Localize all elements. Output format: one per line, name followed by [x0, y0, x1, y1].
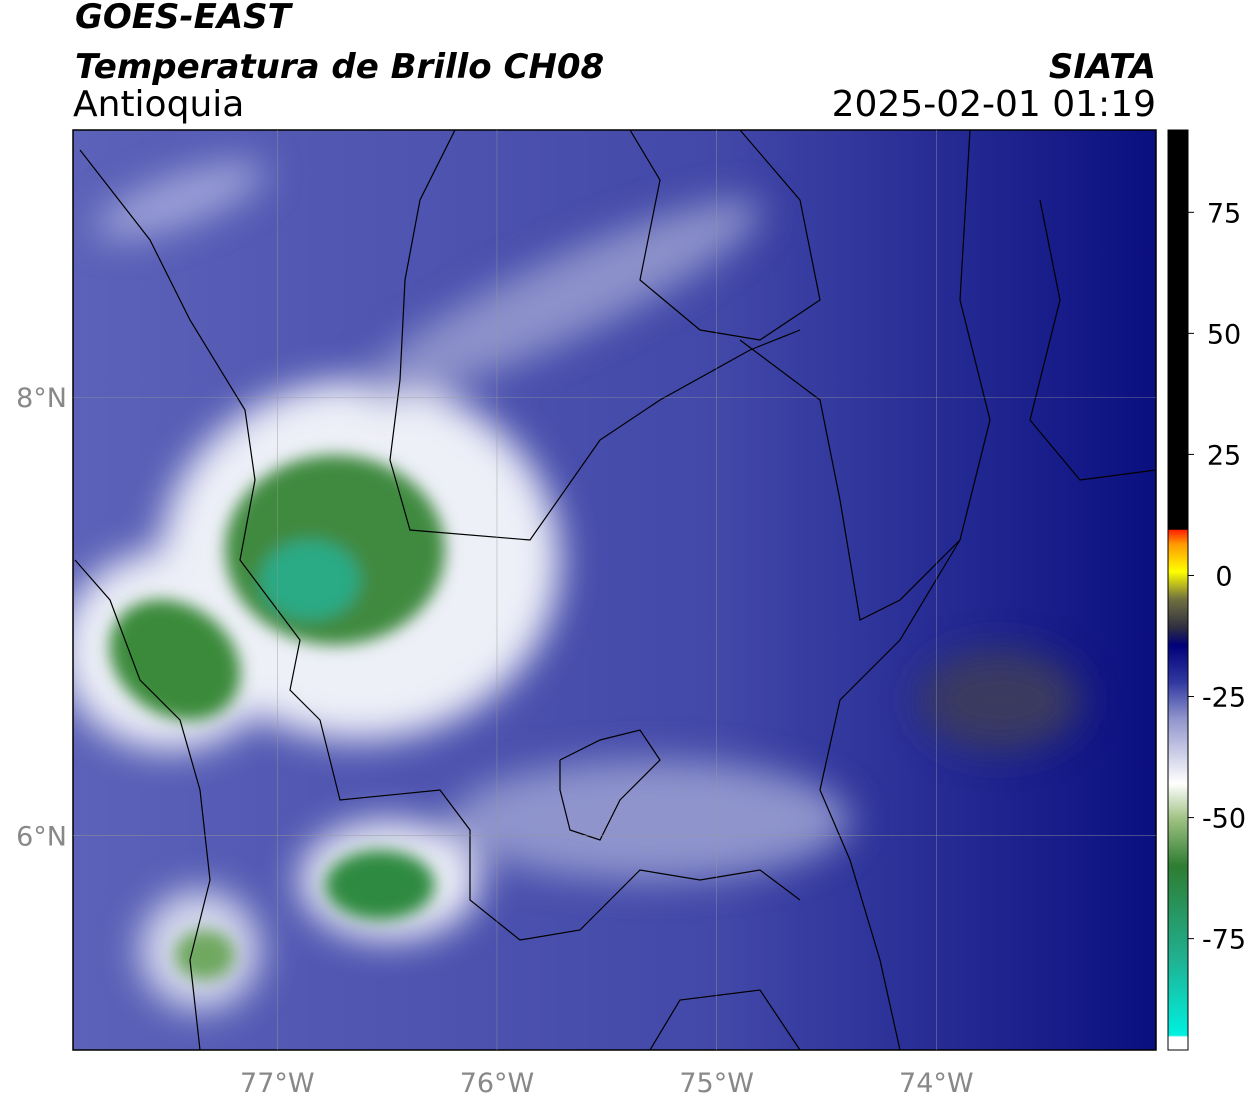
colorbar-tick-label: 0	[1215, 561, 1232, 592]
satellite-image	[73, 130, 1156, 1050]
map-frame	[72, 129, 1157, 1051]
colorbar-tick-label: 25	[1207, 440, 1241, 471]
colorbar-tick-label: -50	[1202, 804, 1246, 835]
colorbar-tick-label: 75	[1207, 198, 1241, 229]
y-tick-label: 8°N	[16, 383, 67, 414]
region: Antioquia	[73, 84, 244, 125]
colorbar	[1167, 129, 1189, 1051]
x-tick-label: 76°W	[460, 1068, 535, 1099]
datetime: 2025-02-01 01:19	[832, 84, 1156, 125]
x-tick-label: 74°W	[899, 1068, 974, 1099]
colorbar-tick-label: -25	[1202, 683, 1246, 714]
x-tick-label: 77°W	[240, 1068, 315, 1099]
source: SIATA	[1049, 47, 1156, 87]
x-tick-label: 75°W	[679, 1068, 754, 1099]
subtitle: Temperatura de Brillo CH08	[75, 47, 604, 87]
y-tick-label: 6°N	[16, 821, 67, 852]
title: GOES-EAST	[75, 0, 294, 37]
colorbar-tick-label: 50	[1207, 319, 1241, 350]
colorbar-tick-label: -75	[1202, 925, 1246, 956]
